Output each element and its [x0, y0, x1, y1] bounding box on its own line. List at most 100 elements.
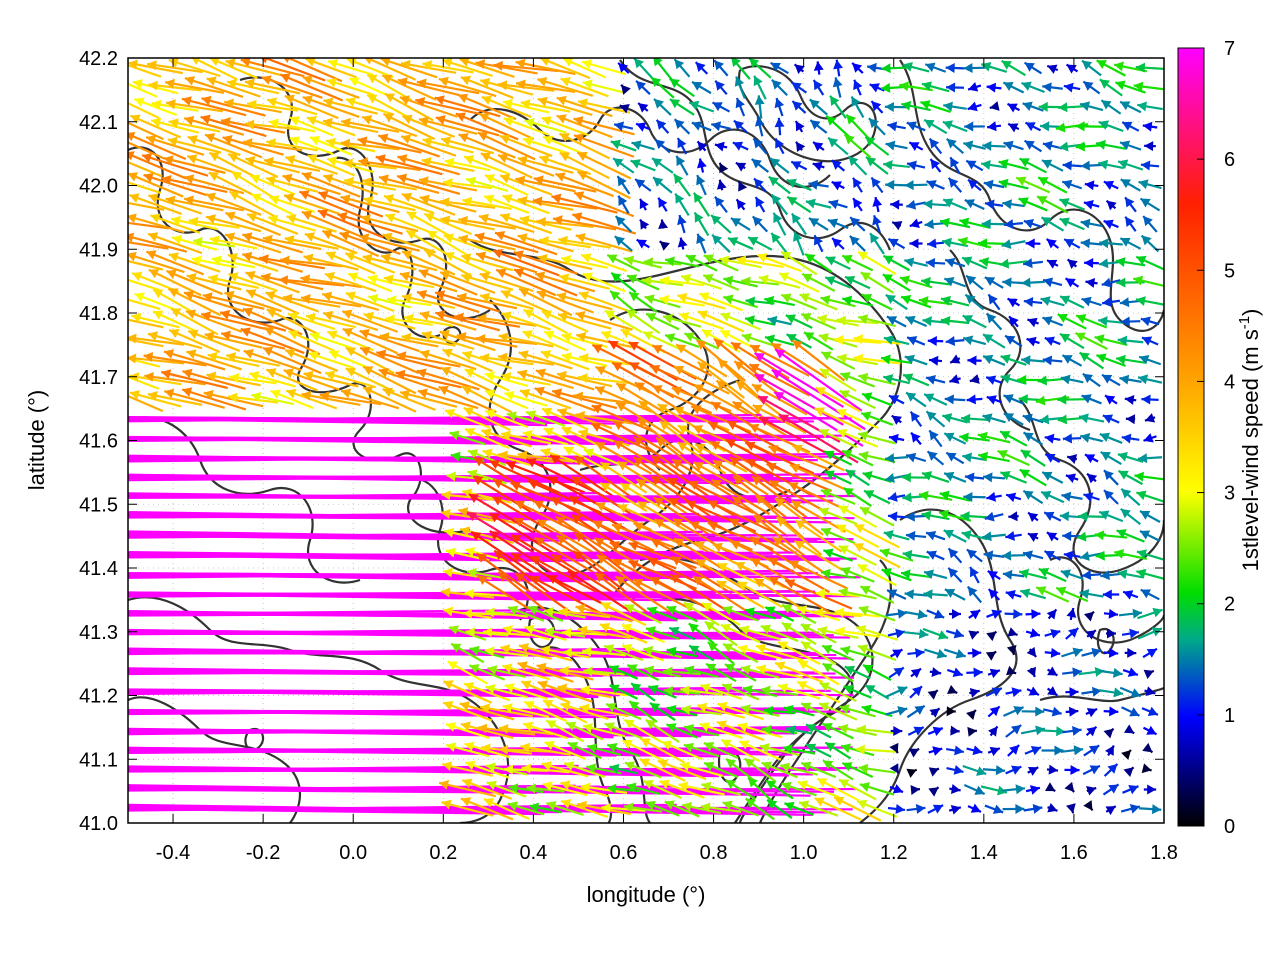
- wind-vector-head: [674, 119, 685, 130]
- wind-vector-head: [143, 352, 154, 362]
- wind-vector-head: [805, 743, 817, 753]
- wind-vector-head: [983, 334, 994, 344]
- wind-vector-head: [380, 58, 391, 67]
- wind-vector-head: [945, 62, 955, 73]
- wind-vector-head: [780, 762, 791, 773]
- wind-vector-head: [893, 667, 904, 677]
- wind-vector-head: [858, 430, 869, 441]
- wind-vector-head: [1120, 316, 1130, 327]
- wind-vector-head: [729, 457, 740, 467]
- wind-vector-head: [671, 556, 682, 566]
- wind-vector-head: [720, 330, 731, 340]
- wind-vector-head: [561, 255, 572, 265]
- wind-vector-head: [422, 60, 433, 71]
- wind-vector-head: [523, 309, 534, 319]
- wind-vector-shaft: [559, 151, 610, 180]
- wind-vector-head: [861, 704, 872, 715]
- wind-vector-shaft: [749, 536, 810, 575]
- wind-vector-shaft: [551, 553, 618, 597]
- wind-vector-head: [1005, 530, 1015, 541]
- wind-vector-head: [887, 492, 898, 502]
- wind-vector-head: [573, 551, 584, 561]
- wind-vector-head: [48, 436, 57, 446]
- wind-vector-head: [659, 241, 670, 251]
- wind-vector-head: [1139, 354, 1150, 365]
- wind-vector-head: [1139, 530, 1151, 540]
- wind-vector-head: [502, 194, 513, 204]
- wind-vector-head: [669, 626, 680, 637]
- wind-vector-shaft: [549, 454, 620, 501]
- wind-vector-head: [924, 119, 935, 129]
- wind-vector-head: [1120, 237, 1131, 247]
- wind-vector-shaft: [659, 420, 705, 457]
- wind-vector-head: [771, 369, 783, 379]
- wind-vector-head: [1136, 568, 1147, 579]
- wind-vector-head: [677, 292, 688, 303]
- wind-vector-head: [695, 62, 706, 73]
- wind-vector-shaft: [536, 290, 594, 314]
- wind-vector-shaft: [302, 96, 360, 118]
- wind-vector-head: [1098, 120, 1109, 130]
- wind-vector-head: [209, 58, 220, 67]
- wind-vector-head: [1075, 332, 1086, 342]
- wind-vector-head: [200, 114, 211, 125]
- contour-line: [899, 59, 1164, 332]
- wind-vector-shaft: [227, 152, 279, 179]
- wind-vector-head: [1042, 471, 1053, 481]
- wind-vector-shaft: [632, 578, 693, 611]
- wind-vector-shaft: [478, 112, 535, 141]
- wind-vector-shaft: [362, 179, 417, 191]
- wind-vector-head: [435, 290, 446, 300]
- wind-vector-head: [723, 294, 734, 305]
- wind-vector-head: [0, 648, 8, 658]
- wind-vector-shaft: [128, 629, 850, 639]
- wind-vector-head: [707, 521, 719, 531]
- wind-vector-head: [574, 456, 585, 466]
- wind-vector-head: [640, 219, 650, 230]
- wind-vector-head: [443, 567, 453, 578]
- wind-vector-shaft: [498, 726, 554, 736]
- wind-vector-head: [1118, 159, 1129, 169]
- wind-vector-head: [1047, 803, 1058, 813]
- wind-vector-head: [526, 410, 537, 420]
- wind-vector-head: [500, 290, 512, 300]
- wind-vector-head: [858, 644, 869, 654]
- wind-vector-shaft: [577, 170, 631, 200]
- wind-vector-head: [515, 79, 526, 90]
- wind-vector-head: [522, 136, 533, 147]
- wind-vector-head: [768, 557, 779, 567]
- wind-vector-head: [418, 176, 429, 187]
- wind-vector-shaft: [168, 328, 221, 354]
- wind-vector-shaft: [476, 316, 537, 327]
- wind-vector-head: [482, 448, 493, 459]
- wind-vector-head: [984, 511, 995, 522]
- wind-vector-head: [636, 122, 647, 132]
- wind-vector-head: [946, 138, 957, 149]
- wind-vector-head: [824, 450, 835, 460]
- wind-vector-head: [766, 780, 777, 790]
- wind-vector-head: [364, 58, 373, 65]
- wind-vector-head: [540, 645, 551, 656]
- wind-vector-shaft: [693, 383, 749, 416]
- wind-vector-head: [1007, 103, 1018, 113]
- wind-vector-head: [604, 722, 615, 732]
- wind-vector-head: [968, 630, 979, 640]
- colorbar-tick-label: 4: [1224, 371, 1235, 393]
- wind-vector-head: [363, 311, 374, 322]
- wind-vector-shaft: [440, 137, 495, 155]
- wind-vector-head: [550, 497, 562, 507]
- wind-vector-head: [752, 216, 763, 227]
- x-tick-label: -0.4: [156, 842, 190, 864]
- wind-vector-head: [692, 425, 703, 435]
- wind-vector-shaft: [489, 530, 563, 581]
- wind-vector-head: [723, 275, 734, 286]
- wind-vector-head: [948, 567, 959, 578]
- wind-vector-head: [643, 779, 654, 790]
- wind-vector-head: [827, 218, 839, 228]
- wind-vector-head: [1046, 609, 1057, 620]
- wind-vector-head: [441, 136, 452, 147]
- wind-vector-head: [867, 62, 877, 73]
- wind-vector-head: [558, 606, 569, 617]
- wind-vector-head: [302, 75, 313, 85]
- wind-vector-head: [575, 604, 586, 614]
